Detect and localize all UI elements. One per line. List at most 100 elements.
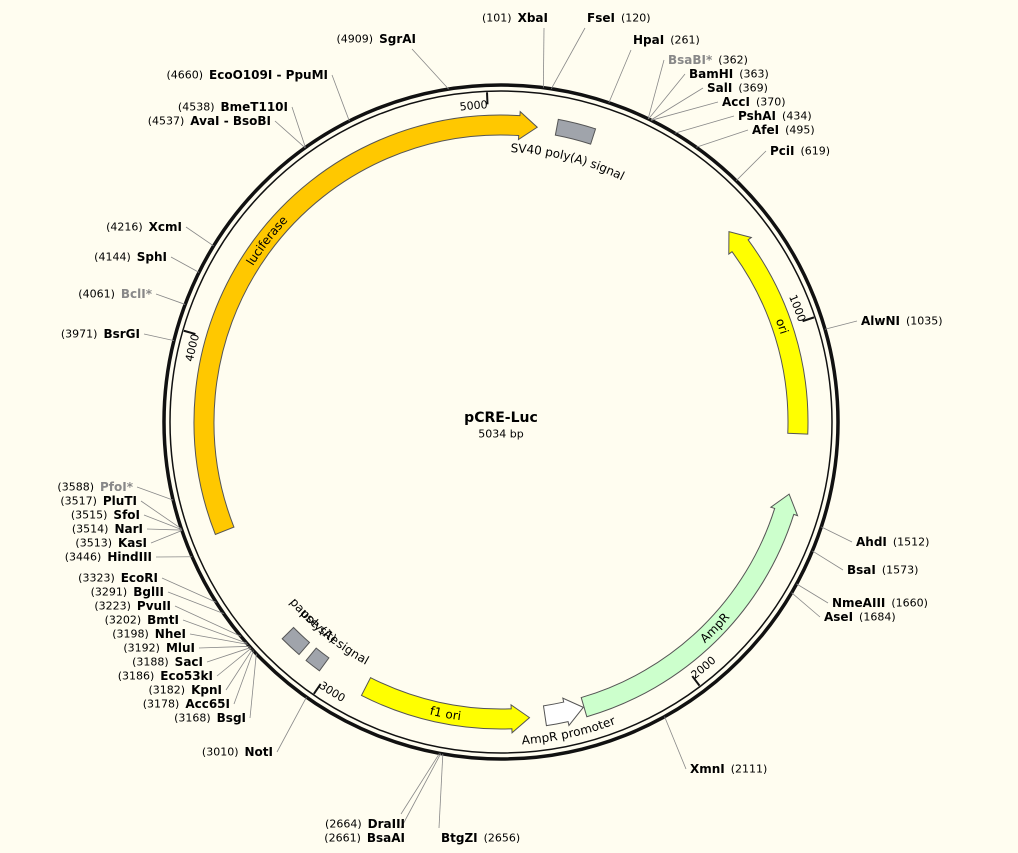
site-name: BtgZI — [441, 831, 478, 845]
site-name: NheI — [155, 627, 186, 641]
site-position: (1035) — [906, 315, 943, 328]
site-name: BclI* — [121, 287, 153, 301]
feature-box — [554, 118, 597, 145]
feature-arrow — [580, 493, 799, 718]
site-name: BsaBI* — [668, 53, 713, 67]
site-name: BsaAI — [367, 831, 405, 845]
site-name: EcoRI — [121, 571, 158, 585]
site-position: (3192) — [123, 642, 160, 655]
site-leader — [143, 333, 175, 341]
site-name: BmtI — [147, 613, 179, 627]
site-name: DraIII — [368, 817, 405, 831]
site-leader — [291, 106, 306, 148]
site-leader — [206, 647, 251, 663]
site-name: Eco53kI — [160, 669, 213, 683]
feature-box — [305, 647, 330, 672]
site-name: PciI — [770, 144, 795, 158]
tick-label-path: 5000 — [459, 98, 488, 113]
site-position: (2111) — [731, 763, 768, 776]
site-leader — [161, 577, 217, 603]
feature-box — [281, 626, 311, 656]
site-leader — [182, 619, 247, 644]
site-position: (101) — [482, 12, 512, 25]
site-leader — [812, 550, 844, 571]
site-position: (4660) — [166, 69, 203, 82]
plasmid-size: 5034 bp — [478, 428, 523, 441]
site-leader — [143, 514, 182, 531]
feature-arrow — [360, 676, 531, 734]
feature-arrow — [193, 110, 539, 536]
site-leader — [331, 74, 350, 122]
site-name: MluI — [166, 641, 195, 655]
site-position: (1573) — [882, 564, 919, 577]
site-position: (4061) — [78, 288, 115, 301]
site-position: (3514) — [72, 523, 109, 536]
site-name: SphI — [137, 250, 167, 264]
plasmid-name: pCRE-Luc — [464, 410, 538, 426]
site-position: (3517) — [60, 495, 97, 508]
site-position: (3291) — [91, 586, 128, 599]
site-name: SalI — [707, 81, 732, 95]
site-name: PvuII — [137, 599, 171, 613]
site-position: (495) — [785, 124, 815, 137]
site-position: (3446) — [65, 551, 102, 564]
site-leader — [542, 27, 545, 88]
site-position: (4909) — [337, 33, 374, 46]
site-position: (3588) — [57, 481, 94, 494]
site-name: Acc65I — [185, 697, 230, 711]
site-leader — [550, 27, 586, 89]
site-name: KpnI — [191, 683, 222, 697]
site-position: (3188) — [132, 656, 169, 669]
site-name: PshAI — [738, 109, 776, 123]
site-name: PluTI — [103, 494, 137, 508]
site-name: BamHI — [689, 67, 733, 81]
site-leader — [696, 129, 749, 148]
site-position: (619) — [801, 145, 831, 158]
tick-label-path: 4000 — [182, 332, 201, 362]
site-name: XmnI — [690, 762, 725, 776]
site-leader — [735, 150, 767, 181]
site-position: (4537) — [148, 115, 185, 128]
site-position: (3178) — [143, 698, 180, 711]
feature-arrow — [728, 230, 809, 435]
site-leader — [824, 320, 858, 330]
site-leader — [821, 526, 853, 543]
site-position: (4144) — [94, 251, 131, 264]
site-name: BglII — [133, 585, 164, 599]
site-name: XbaI — [518, 11, 548, 25]
feature-label-path: ori — [773, 317, 791, 336]
feature-label-path: SV40 poly(A) signal — [510, 141, 626, 183]
site-position: (3515) — [71, 509, 108, 522]
tick-mark — [183, 329, 196, 336]
site-name: AseI — [824, 610, 853, 624]
site-leader — [796, 583, 829, 604]
site-name: AlwNI — [861, 314, 900, 328]
site-name: NotI — [245, 745, 274, 759]
site-leader — [411, 48, 449, 90]
site-position: (3198) — [112, 628, 149, 641]
site-name: BsaI — [847, 563, 876, 577]
feature-arrow — [542, 697, 585, 727]
site-position: (369) — [738, 82, 768, 95]
site-position: (2656) — [484, 832, 521, 845]
site-name: BmeT110I — [221, 100, 289, 114]
site-position: (1512) — [893, 536, 930, 549]
site-position: (3186) — [118, 670, 155, 683]
site-position: (3010) — [202, 746, 239, 759]
site-name: EcoO109I - PpuMI — [209, 68, 328, 82]
site-leader — [791, 592, 821, 618]
site-leader — [650, 87, 704, 121]
backbone-outer — [162, 83, 840, 761]
site-leader — [189, 633, 248, 645]
site-leader — [400, 753, 442, 829]
site-name: AfeI — [752, 123, 779, 137]
site-name: BsrGI — [103, 327, 140, 341]
tick-mark — [486, 92, 489, 105]
site-leader — [276, 696, 307, 753]
site-position: (3202) — [105, 614, 142, 627]
site-position: (3971) — [61, 328, 98, 341]
tick-label: 4000 — [182, 332, 201, 362]
site-leader — [674, 115, 735, 134]
site-name: FseI — [587, 11, 615, 25]
site-name: PfoI* — [100, 480, 134, 494]
